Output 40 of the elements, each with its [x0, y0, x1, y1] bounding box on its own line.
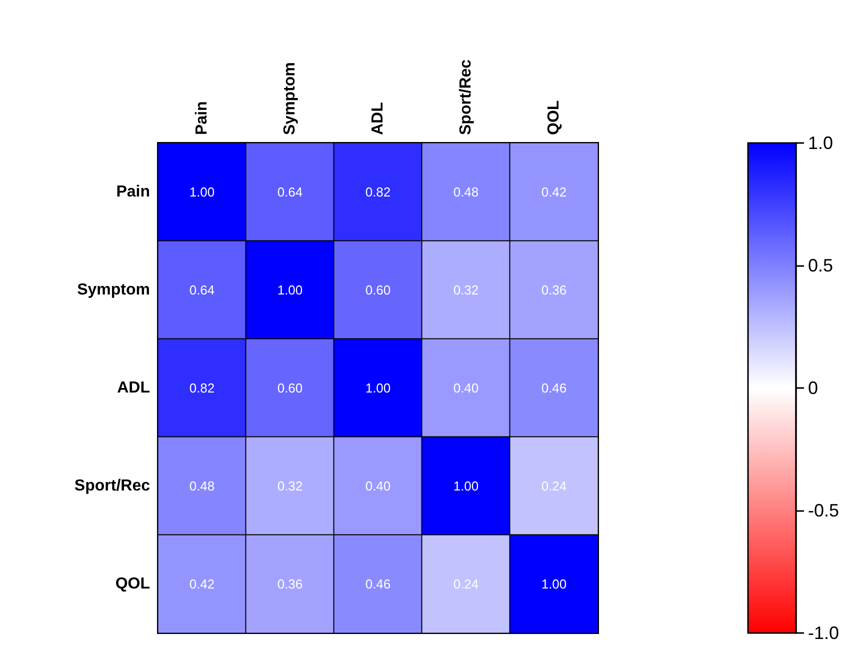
data-label: 0.82 — [365, 184, 391, 200]
data-label: 0.64 — [189, 282, 215, 298]
y-tick-label: QOL — [115, 576, 150, 592]
data-label: 0.36 — [541, 282, 567, 298]
x-tick-label: Pain — [194, 101, 210, 135]
color-bar-label: 1.0 — [808, 133, 834, 153]
data-label: 0.24 — [453, 576, 479, 592]
color-bar-label: -1.0 — [808, 623, 840, 643]
y-tick-label: Sport/Rec — [74, 478, 150, 494]
x-tick-label: Symptom — [282, 62, 298, 135]
data-label: 0.42 — [541, 184, 567, 200]
data-label: 0.40 — [365, 478, 391, 494]
data-label: 1.00 — [365, 380, 391, 396]
data-label: 0.24 — [541, 478, 567, 494]
x-tick-label: Sport/Rec — [458, 59, 474, 135]
data-label: 0.42 — [189, 576, 215, 592]
data-label: 0.46 — [541, 380, 567, 396]
x-tick-label: QOL — [546, 100, 562, 135]
data-label: 0.36 — [277, 576, 303, 592]
y-tick-label: Pain — [116, 184, 150, 200]
data-label: 0.64 — [277, 184, 303, 200]
x-tick-label: ADL — [370, 102, 386, 135]
data-label: 1.00 — [277, 282, 303, 298]
data-label: 0.32 — [453, 282, 479, 298]
data-label: 0.40 — [453, 380, 479, 396]
data-label: 1.00 — [453, 478, 479, 494]
y-tick-label: Symptom — [77, 282, 150, 298]
data-label: 0.48 — [189, 478, 215, 494]
data-label: 0.60 — [365, 282, 391, 298]
color-bar-label: 0.5 — [808, 256, 834, 276]
data-label: 1.00 — [541, 576, 567, 592]
y-tick-label: ADL — [117, 380, 150, 396]
color-bar-label: 0 — [808, 378, 818, 398]
data-label: 0.82 — [189, 380, 215, 396]
color-bar-label: -0.5 — [808, 500, 840, 520]
data-label: 1.00 — [189, 184, 215, 200]
data-label: 0.32 — [277, 478, 303, 494]
data-label: 0.46 — [365, 576, 391, 592]
data-label: 0.48 — [453, 184, 479, 200]
data-label: 0.60 — [277, 380, 303, 396]
